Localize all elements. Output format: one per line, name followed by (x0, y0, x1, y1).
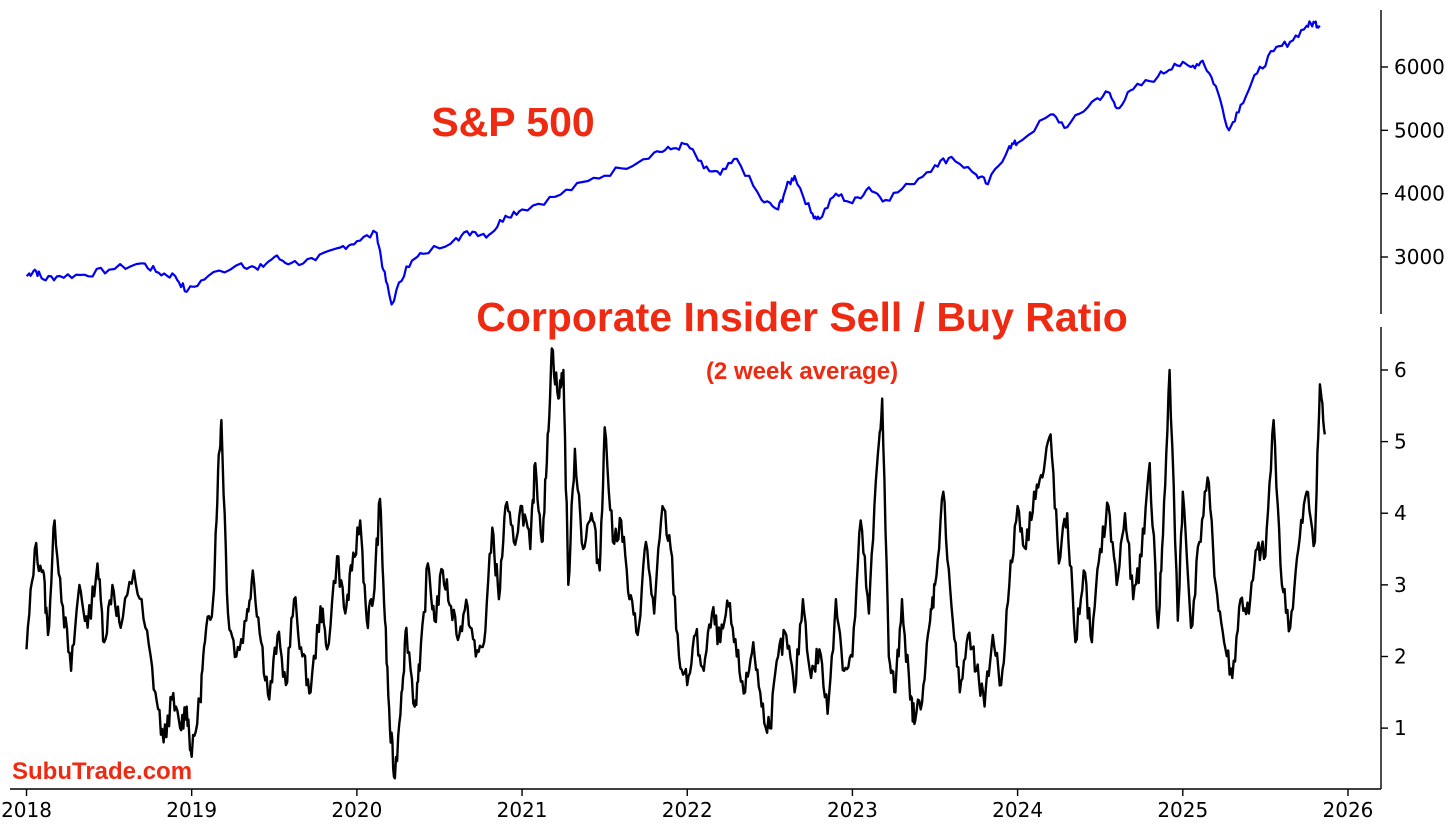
ratio-y-tick-label: 2 (1394, 644, 1407, 668)
x-tick-label: 2023 (827, 798, 878, 822)
ratio-y-tick-label: 5 (1394, 430, 1407, 454)
x-tick-label: 2022 (662, 798, 713, 822)
sp500-y-ticks: 3000 4000 5000 6000 (1381, 55, 1445, 269)
sp500-y-tick-label: 5000 (1394, 118, 1445, 142)
ratio-subtitle: (2 week average) (706, 358, 898, 385)
ratio-y-tick-label: 1 (1394, 716, 1407, 740)
ratio-y-tick-label: 4 (1394, 501, 1407, 525)
x-tick-label: 2019 (166, 798, 217, 822)
insider-ratio-line (25, 347, 1326, 780)
x-tick-label: 2025 (1157, 798, 1208, 822)
x-tick-label: 2021 (497, 798, 548, 822)
x-tick-label: 2020 (331, 798, 382, 822)
sp500-y-tick-label: 6000 (1394, 55, 1445, 79)
ratio-title: Corporate Insider Sell / Buy Ratio (476, 294, 1128, 340)
x-axis-ticks: 2018 2019 2020 2021 2022 2023 2024 2025 2026 (1, 789, 1373, 822)
sp500-y-tick-label: 3000 (1394, 245, 1445, 269)
ratio-y-ticks: 1 2 3 4 5 6 (1381, 358, 1407, 740)
x-tick-label: 2026 (1323, 798, 1374, 822)
sp500-y-tick-label: 4000 (1394, 182, 1445, 206)
ratio-y-tick-label: 6 (1394, 358, 1407, 382)
sp500-line (25, 20, 1321, 306)
x-tick-label: 2024 (992, 798, 1043, 822)
sp500-title: S&P 500 (431, 99, 594, 145)
ratio-y-tick-label: 3 (1394, 573, 1407, 597)
sp500-panel: 3000 4000 5000 6000 S&P 500 (25, 10, 1445, 314)
watermark: SubuTrade.com (12, 758, 192, 785)
x-tick-label: 2018 (1, 798, 52, 822)
